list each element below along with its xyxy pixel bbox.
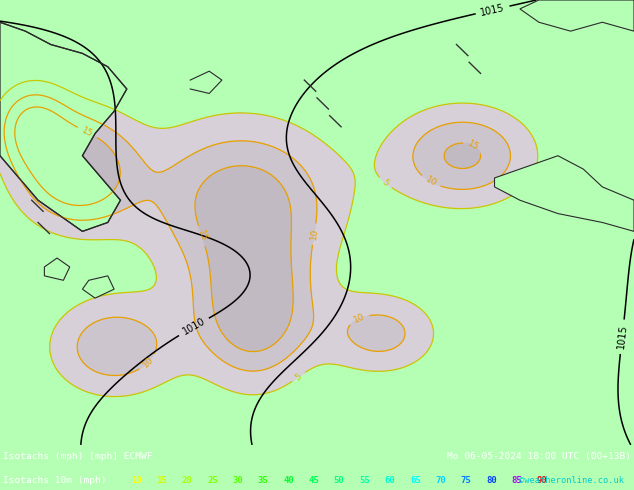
Text: 35: 35 [258,476,268,485]
Text: 45: 45 [309,476,319,485]
Text: 70: 70 [436,476,446,485]
Text: 15: 15 [157,476,167,485]
Text: 65: 65 [410,476,420,485]
Polygon shape [520,0,634,31]
Text: 10: 10 [309,228,320,241]
Text: 50: 50 [334,476,344,485]
Text: 5: 5 [294,371,304,382]
Text: 1010: 1010 [181,316,207,337]
Text: 25: 25 [207,476,217,485]
Text: 1015: 1015 [616,324,628,349]
Text: 75: 75 [461,476,471,485]
Text: 85: 85 [512,476,522,485]
Text: 1015: 1015 [479,2,506,18]
Text: 60: 60 [385,476,395,485]
Text: 10: 10 [352,312,366,325]
Text: 90: 90 [537,476,547,485]
Text: 10: 10 [131,476,141,485]
Polygon shape [82,276,114,298]
Text: 5: 5 [380,177,391,188]
Text: 10: 10 [424,175,438,189]
Text: Isotachs (mph) [mph] ECMWF: Isotachs (mph) [mph] ECMWF [3,452,153,461]
Text: Isotachs 10m (mph): Isotachs 10m (mph) [3,476,107,485]
Polygon shape [0,22,127,231]
Text: 40: 40 [283,476,294,485]
Text: 10: 10 [141,355,155,369]
Text: 30: 30 [233,476,243,485]
Text: Mo 06-05-2024 18:00 UTC (00+13B): Mo 06-05-2024 18:00 UTC (00+13B) [447,452,631,461]
Text: 80: 80 [486,476,496,485]
Text: 15: 15 [196,229,208,243]
Polygon shape [495,156,634,231]
Text: 55: 55 [359,476,370,485]
Text: 15: 15 [81,125,94,139]
Text: ©weatheronline.co.uk: ©weatheronline.co.uk [519,476,624,485]
Text: 20: 20 [182,476,192,485]
Text: 15: 15 [466,139,481,152]
Polygon shape [44,258,70,280]
